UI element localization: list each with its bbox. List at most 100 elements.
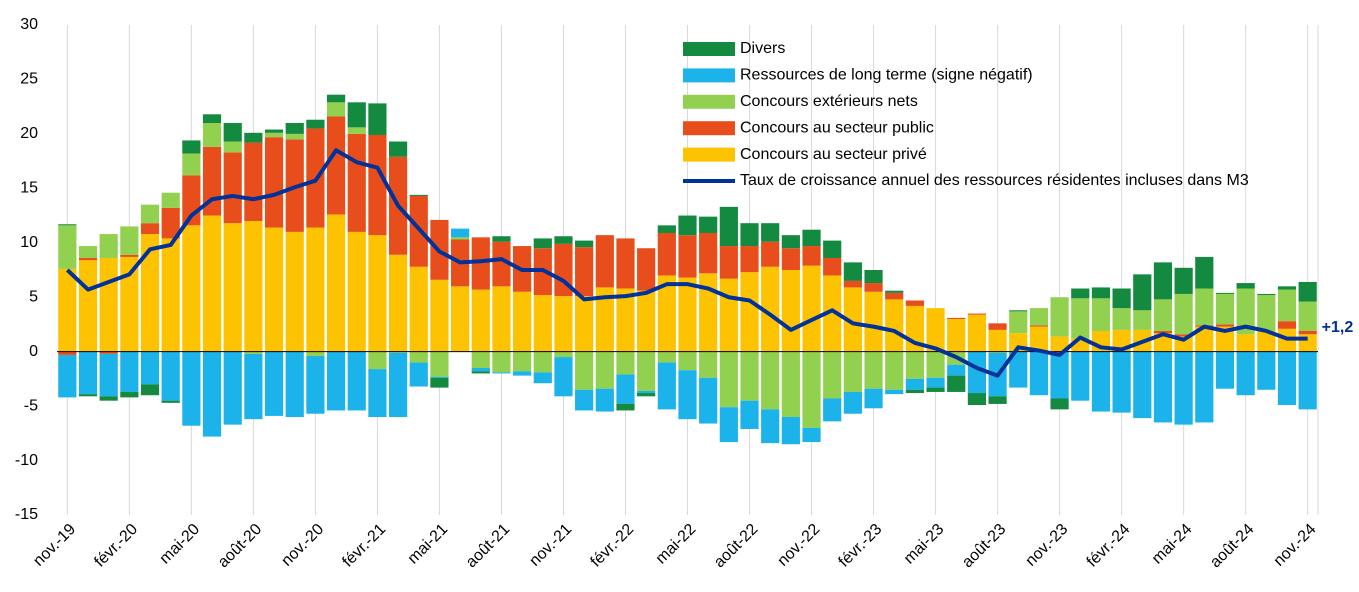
bar (161, 192, 180, 208)
bar (471, 351, 490, 368)
bar (678, 215, 697, 236)
bar (1071, 298, 1090, 339)
bar (781, 248, 800, 270)
bar (575, 296, 594, 352)
bar (1050, 351, 1069, 399)
bar (905, 378, 924, 390)
x-tick-label: mai-21 (405, 521, 452, 568)
bar (182, 153, 201, 176)
bar (161, 351, 180, 401)
bar (1071, 351, 1090, 401)
bar (202, 123, 222, 147)
y-tick-label: -5 (24, 397, 38, 414)
bar (1091, 298, 1111, 331)
bar (430, 377, 449, 388)
bar (616, 238, 635, 289)
bar (368, 103, 387, 135)
bar (802, 351, 821, 428)
bar (78, 246, 98, 259)
bar (1133, 310, 1152, 330)
x-tick-label: nov.-22 (774, 521, 823, 570)
bar (533, 295, 552, 352)
bar (1236, 334, 1255, 352)
bar (637, 351, 656, 391)
bar (1174, 293, 1193, 335)
bar (264, 227, 284, 352)
bar (1257, 351, 1276, 390)
bar (1277, 351, 1297, 406)
bar (781, 351, 800, 417)
legend-label: Divers (740, 40, 785, 57)
bar (471, 371, 490, 374)
bar (616, 403, 635, 411)
bar (140, 384, 160, 396)
bar (492, 241, 511, 287)
bar (264, 132, 284, 138)
bar (244, 353, 263, 420)
bar (885, 290, 904, 293)
bar (761, 223, 780, 242)
bar (719, 351, 738, 408)
bar (554, 351, 573, 358)
bar (182, 225, 201, 352)
bar (492, 236, 511, 242)
bar (823, 398, 842, 422)
x-tick-label: févr.-24 (1084, 521, 1134, 571)
x-tick-label: nov.-19 (30, 521, 79, 570)
bar (347, 231, 366, 352)
bar (761, 351, 780, 410)
bar (1050, 398, 1069, 410)
bar (595, 351, 614, 389)
legend: Divers Ressources de long terme (signe né… (683, 40, 1249, 189)
bar (1298, 301, 1317, 331)
bar (182, 351, 201, 426)
bar (699, 232, 718, 274)
bar (657, 351, 676, 363)
bar (182, 140, 201, 154)
bar (492, 351, 511, 373)
y-tick-label: 25 (20, 71, 38, 88)
bar (306, 227, 325, 352)
bar (864, 283, 883, 292)
bar (678, 370, 697, 420)
bar (120, 351, 139, 392)
bar (1153, 262, 1173, 300)
bar (78, 258, 98, 261)
bar (657, 362, 676, 410)
bar (575, 351, 594, 390)
bar (1215, 324, 1235, 327)
bar (885, 351, 904, 390)
bar (678, 235, 697, 278)
bar (99, 396, 118, 401)
bar (264, 137, 284, 228)
bar (575, 240, 594, 248)
x-tick-label: nov.-23 (1022, 521, 1071, 570)
bar (1112, 288, 1131, 309)
legend-label: Concours au secteur privé (740, 146, 927, 163)
bar (161, 238, 180, 352)
bar (1133, 351, 1152, 419)
bar (58, 354, 77, 398)
bar (843, 351, 862, 392)
legend-label: Taux de croissance annuel des ressources… (740, 172, 1249, 189)
bar (513, 371, 532, 376)
x-tick-label: févr.-21 (339, 521, 389, 571)
bar (1029, 351, 1049, 396)
bar (802, 246, 821, 266)
bar (1050, 336, 1069, 352)
x-tick-label: mai-23 (901, 521, 948, 568)
bar (120, 391, 139, 398)
bar (1153, 351, 1173, 423)
bar (843, 287, 862, 352)
bar (699, 273, 718, 352)
y-tick-label: 30 (20, 16, 38, 33)
x-tick-label: nov.-20 (278, 521, 327, 570)
bar (409, 266, 428, 352)
bar (575, 389, 594, 411)
bar (264, 351, 284, 416)
bar (947, 317, 966, 319)
bar (368, 369, 387, 417)
x-tick-label: nov.-21 (526, 521, 575, 570)
bar (1153, 330, 1173, 334)
